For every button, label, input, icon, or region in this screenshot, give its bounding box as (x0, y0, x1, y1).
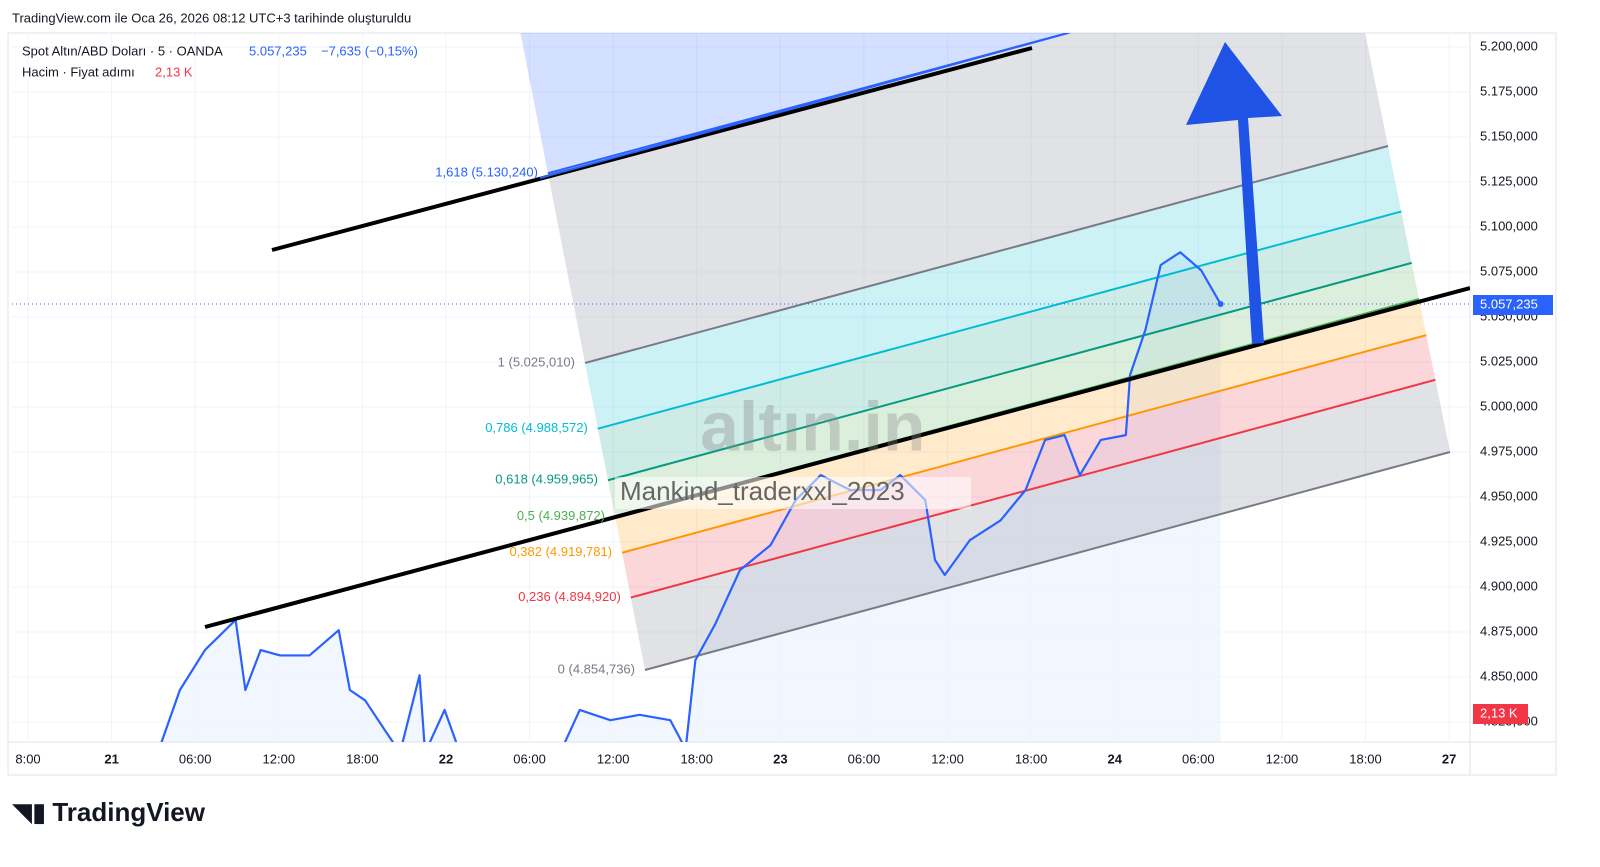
y-tick-label: 5.000,000 (1480, 398, 1538, 413)
volume-title: Hacim · Fiyat adımı (22, 64, 135, 79)
y-tick-label: 4.975,000 (1480, 443, 1538, 458)
x-tick-label: 18:00 (1015, 751, 1048, 766)
fib-label: 0,382 (4.919,781) (509, 544, 612, 559)
signature-bg (615, 477, 971, 509)
fib-band (607, 262, 1419, 517)
caption: TradingView.com ile Oca 26, 2026 08:12 U… (12, 10, 411, 25)
y-tick-label: 5.100,000 (1480, 218, 1538, 233)
fib-line (597, 210, 1402, 430)
x-tick-label: 12:00 (597, 751, 630, 766)
y-tick-label: 4.875,000 (1480, 623, 1538, 638)
x-tick-label: 22 (439, 751, 453, 766)
y-tick-label: 4.900,000 (1480, 578, 1538, 593)
trend-line (271, 46, 1033, 252)
y-tick-label: 5.125,000 (1480, 173, 1538, 188)
x-tick-label: 18:00 (1349, 751, 1382, 766)
fib-label: 0,5 (4.939,872) (517, 508, 605, 523)
y-tick-label: 5.025,000 (1480, 353, 1538, 368)
fib-label: 0,786 (4.988,572) (485, 420, 588, 435)
fib-label: 0,618 (4.959,965) (495, 472, 598, 487)
volume-value: 2,13 K (155, 64, 193, 79)
plot-background (160, 252, 1221, 742)
trend-line (539, 33, 1069, 179)
watermark: altın.in (700, 387, 926, 465)
price: 5.057,235 (249, 43, 307, 58)
price-area (160, 252, 1221, 742)
x-tick-label: 06:00 (848, 751, 881, 766)
y-tick-label: 4.850,000 (1480, 668, 1538, 683)
x-tick-label: 8:00 (15, 751, 40, 766)
fib-band (597, 211, 1412, 481)
frame (7, 32, 1557, 776)
volume-badge (1473, 704, 1528, 724)
x-tick-label: 21 (104, 751, 118, 766)
change: −7,635 (−0,15%) (321, 43, 418, 58)
x-tick-label: 06:00 (1182, 751, 1215, 766)
y-tick-label: 5.200,000 (1480, 38, 1538, 53)
fib-line (584, 145, 1389, 364)
fib-label: 1 (5.025,010) (498, 354, 575, 369)
trend-line (204, 286, 1470, 629)
fib-line (630, 378, 1436, 599)
y-tick-label: 5.150,000 (1480, 128, 1538, 143)
fib-band (622, 335, 1436, 598)
fib-line (644, 451, 1451, 671)
x-tick-label: 23 (773, 751, 787, 766)
price-badge (1473, 295, 1553, 315)
x-tick-label: 18:00 (346, 751, 379, 766)
fib-band (547, 33, 1388, 363)
brand: ◥▮ TradingView (12, 797, 206, 827)
x-tick-label: 06:00 (513, 751, 546, 766)
volume-badge-text: 2,13 K (1480, 705, 1518, 720)
arrow (1186, 42, 1282, 344)
brand-text: TradingView (52, 797, 205, 827)
x-tick-label: 27 (1442, 751, 1456, 766)
chart-title: Spot Altın/ABD Doları · 5 · OANDA (22, 43, 223, 58)
fib-label: 0,236 (4.894,920) (518, 589, 621, 604)
signature: Mankind_traderxxl_2023 (620, 476, 905, 506)
y-tick-label: 4.950,000 (1480, 488, 1538, 503)
fib-band (520, 33, 1068, 174)
fib-label: 0 (4.854,736) (558, 661, 635, 676)
y-tick-label: 5.075,000 (1480, 263, 1538, 278)
fib-band (630, 379, 1450, 670)
fib-channel (520, 33, 1451, 671)
fib-band (585, 146, 1402, 429)
x-tick-label: 06:00 (179, 751, 212, 766)
fib-line (621, 334, 1427, 554)
x-tick-label: 12:00 (263, 751, 296, 766)
x-tick-label: 12:00 (931, 751, 964, 766)
y-tick-label: 5.175,000 (1480, 83, 1538, 98)
fib-label: 1,618 (5.130,240) (435, 165, 538, 180)
fib-line (607, 261, 1412, 482)
series-layer (12, 33, 1470, 742)
price-line (160, 251, 1222, 742)
price-badge-text: 5.057,235 (1480, 296, 1538, 311)
y-tick-label: 4.925,000 (1480, 533, 1538, 548)
x-tick-label: 12:00 (1266, 751, 1299, 766)
x-tick-label: 24 (1107, 751, 1122, 766)
x-tick-label: 18:00 (680, 751, 713, 766)
